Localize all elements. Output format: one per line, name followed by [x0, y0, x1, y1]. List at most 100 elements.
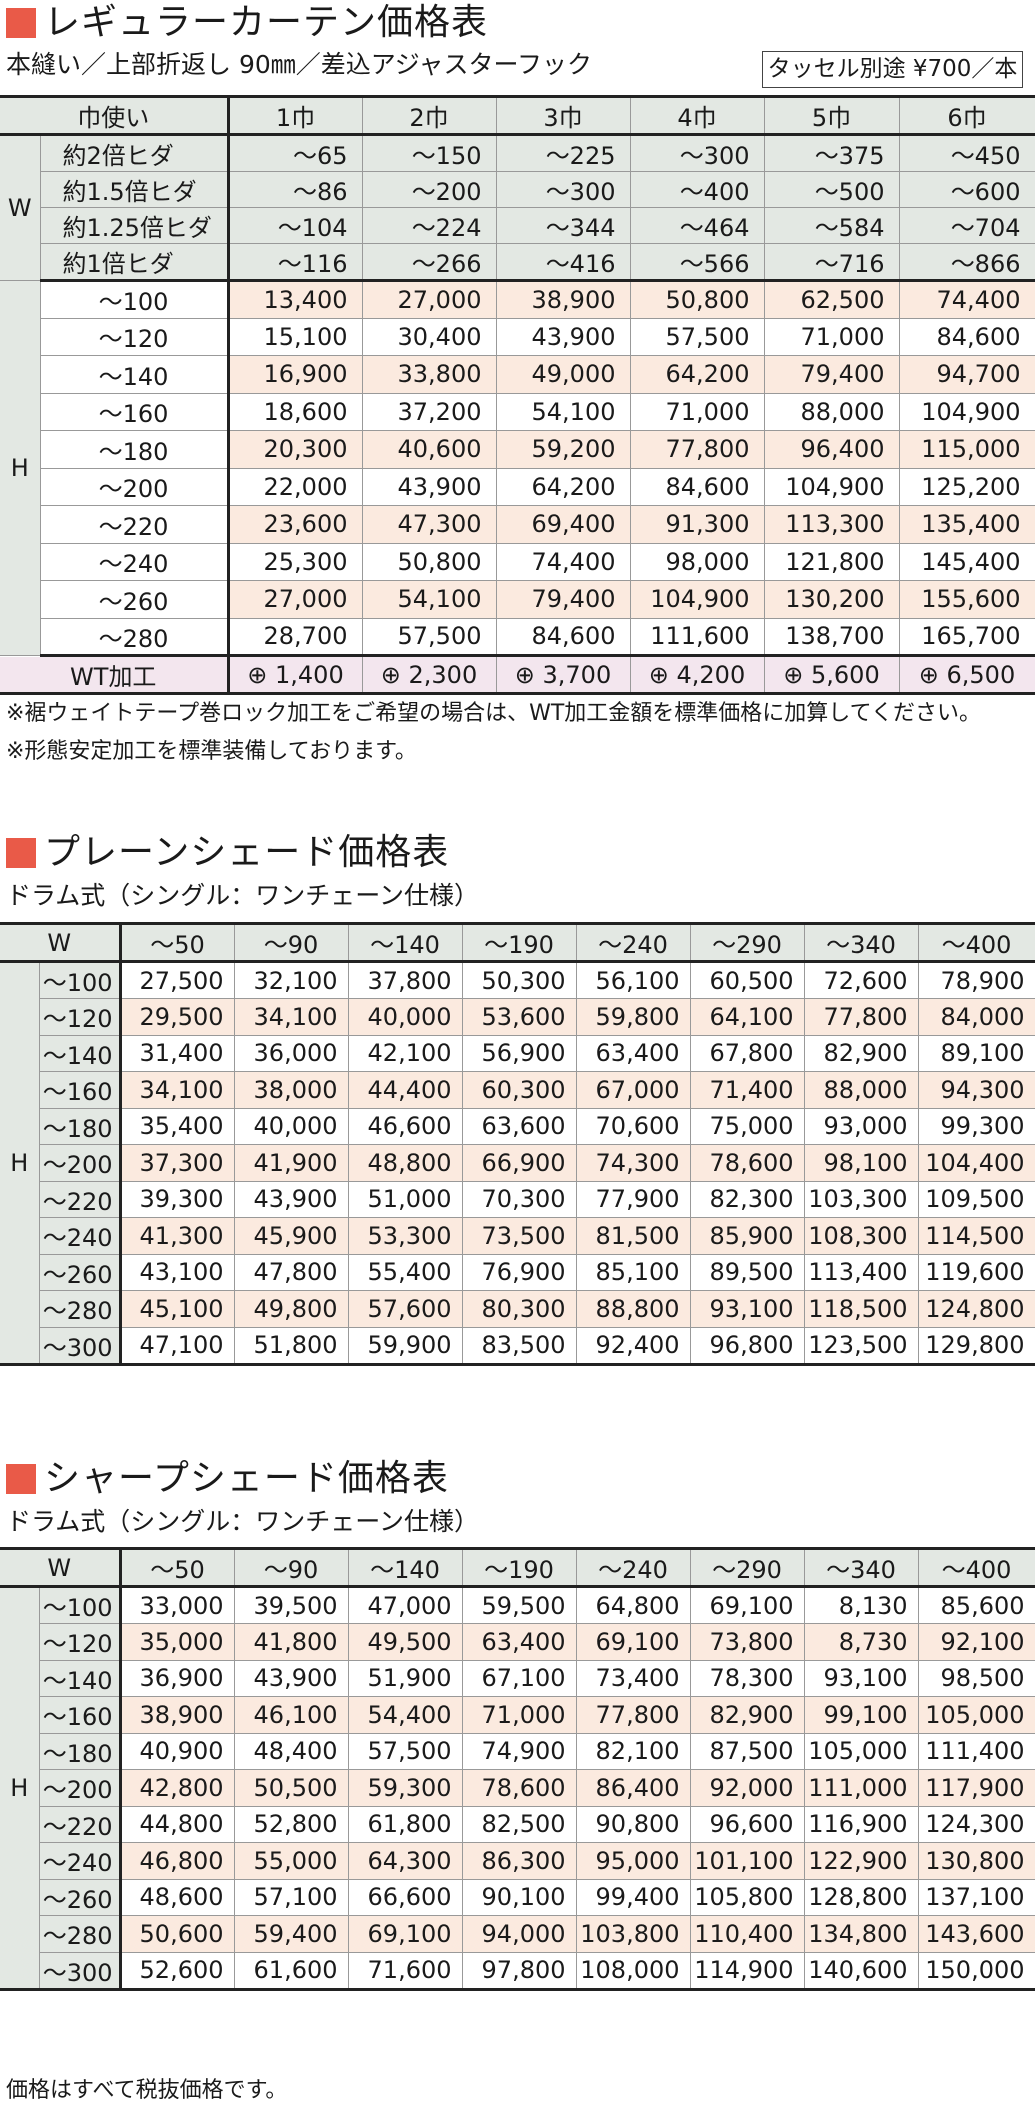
- row-label: ～180: [39, 1733, 122, 1770]
- price-cell: 69,400: [496, 505, 631, 544]
- price-cell: 87,500: [690, 1733, 805, 1770]
- curtain-title: レギュラーカーテン価格表: [6, 2, 488, 44]
- table-row: 約1.25倍ヒダ ～104 ～224 ～344 ～464 ～584 ～704: [0, 207, 1035, 244]
- price-cell: 18,600: [228, 393, 363, 431]
- price-cell: 71,000: [630, 393, 765, 431]
- table-row: H ～100 33,000 39,500 47,000 59,500 64,800 69,10…: [0, 1586, 1035, 1990]
- column-header: ～140: [348, 1548, 463, 1588]
- width-value: ～104: [228, 207, 363, 244]
- price-cell: 56,900: [462, 1035, 577, 1072]
- row-label: ～260: [40, 580, 230, 619]
- price-cell: 82,900: [804, 1035, 919, 1072]
- price-cell: 77,800: [804, 998, 919, 1036]
- price-cell: 47,100: [120, 1327, 235, 1364]
- table-header-row: W ～50 ～90 ～140 ～190 ～240 ～290 ～340 ～400: [0, 1548, 1035, 1588]
- width-value: ～566: [630, 243, 765, 282]
- price-cell: 128,800: [804, 1879, 919, 1916]
- price-cell: 45,900: [234, 1217, 349, 1255]
- table-row: ～260 48,600 57,100 66,600 90,100 99,400 105,80…: [0, 1879, 1035, 1916]
- table-row: ～240 25,300 50,800 74,400 98,000 121,800 145,4…: [0, 543, 1035, 581]
- price-cell: 44,400: [348, 1071, 463, 1109]
- price-cell: 111,600: [630, 618, 765, 657]
- price-cell: 67,000: [576, 1071, 691, 1109]
- price-cell: 71,600: [348, 1952, 463, 1989]
- row-label: ～220: [40, 505, 230, 544]
- price-cell: 82,300: [690, 1181, 805, 1218]
- row-label: ～120: [40, 318, 230, 356]
- table-row: ～300 52,600 61,600 71,600 97,800 108,000 114,9…: [0, 1952, 1035, 1989]
- row-label: ～300: [39, 1952, 122, 1989]
- price-cell: 67,800: [690, 1035, 805, 1072]
- column-header: ～240: [576, 923, 691, 963]
- price-cell: 50,500: [234, 1769, 349, 1807]
- row-label: ～160: [39, 1696, 122, 1734]
- price-cell: 118,500: [804, 1290, 919, 1328]
- width-value: ～65: [228, 134, 363, 172]
- price-cell: 61,800: [348, 1806, 463, 1843]
- price-cell: 50,800: [630, 280, 765, 319]
- price-cell: 71,400: [690, 1071, 805, 1109]
- price-cell: 98,100: [804, 1144, 919, 1182]
- table-row: ～200 42,800 50,500 59,300 78,600 86,400 92,000…: [0, 1769, 1035, 1807]
- price-cell: 63,400: [576, 1035, 691, 1072]
- row-label: ～140: [40, 355, 230, 394]
- price-cell: 73,800: [690, 1623, 805, 1661]
- width-value: ～584: [764, 207, 900, 244]
- row-label: ～160: [39, 1071, 122, 1109]
- price-cell: 78,900: [918, 961, 1035, 999]
- price-cell: 47,800: [234, 1254, 349, 1291]
- price-cell: 16,900: [228, 355, 363, 394]
- price-cell: 109,500: [918, 1181, 1035, 1218]
- price-cell: 74,400: [899, 280, 1035, 319]
- row-label: ～240: [39, 1217, 122, 1255]
- wt-price-cell: ⊕ 5,600: [764, 655, 900, 694]
- price-cell: 39,500: [234, 1586, 349, 1624]
- plain-subtitle: ドラム式（シングル：ワンチェーン仕様）: [6, 881, 480, 910]
- price-cell: 77,800: [576, 1696, 691, 1734]
- price-cell: 31,400: [120, 1035, 235, 1072]
- tassel-price-box: タッセル別途 ¥700／本: [762, 51, 1023, 88]
- price-cell: 103,800: [576, 1915, 691, 1953]
- price-cell: 40,000: [348, 998, 463, 1036]
- price-cell: 81,500: [576, 1217, 691, 1255]
- row-label: ～220: [39, 1181, 122, 1218]
- price-cell: 38,900: [120, 1696, 235, 1734]
- price-cell: 23,600: [228, 505, 363, 544]
- price-cell: 40,600: [362, 430, 497, 469]
- width-value: ～375: [764, 134, 900, 172]
- price-cell: 57,500: [362, 618, 497, 657]
- row-label: ～100: [39, 1586, 122, 1624]
- price-cell: 50,300: [462, 961, 577, 999]
- price-cell: 89,100: [918, 1035, 1035, 1072]
- width-value: ～704: [899, 207, 1035, 244]
- width-value: ～300: [496, 171, 631, 208]
- price-cell: 41,800: [234, 1623, 349, 1661]
- column-header: ～90: [234, 1548, 349, 1588]
- price-cell: 73,500: [462, 1217, 577, 1255]
- table-row: ～180 40,900 48,400 57,500 74,900 82,100 87,500…: [0, 1733, 1035, 1770]
- price-cell: 104,900: [899, 393, 1035, 431]
- row-label: ～300: [39, 1327, 122, 1364]
- price-cell: 50,800: [362, 543, 497, 581]
- column-header: ～90: [234, 923, 349, 963]
- row-label: ～280: [40, 618, 230, 657]
- price-cell: 99,100: [804, 1696, 919, 1734]
- price-cell: 93,000: [804, 1108, 919, 1145]
- price-cell: 113,400: [804, 1254, 919, 1291]
- price-cell: 143,600: [918, 1915, 1035, 1953]
- price-cell: 90,100: [462, 1879, 577, 1916]
- table-row: 約1.5倍ヒダ ～86 ～200 ～300 ～400 ～500 ～600: [0, 171, 1035, 208]
- price-cell: 78,300: [690, 1660, 805, 1697]
- row-label: ～280: [39, 1915, 122, 1953]
- price-cell: 64,300: [348, 1842, 463, 1880]
- width-value: ～450: [899, 134, 1035, 172]
- column-header: ～50: [120, 923, 235, 963]
- footer-tax-note: 価格はすべて税抜価格です。: [6, 2078, 288, 2103]
- table-row: 約1倍ヒダ ～116 ～266 ～416 ～566 ～716 ～866: [0, 243, 1035, 282]
- price-cell: 48,400: [234, 1733, 349, 1770]
- table-header-row: 巾使い 1巾 2巾 3巾 4巾 5巾 6巾: [0, 96, 1035, 136]
- h-group-label: H: [0, 961, 40, 1365]
- row-label: ～200: [39, 1144, 122, 1182]
- price-cell: 145,400: [899, 543, 1035, 581]
- column-header: 2巾: [362, 96, 497, 136]
